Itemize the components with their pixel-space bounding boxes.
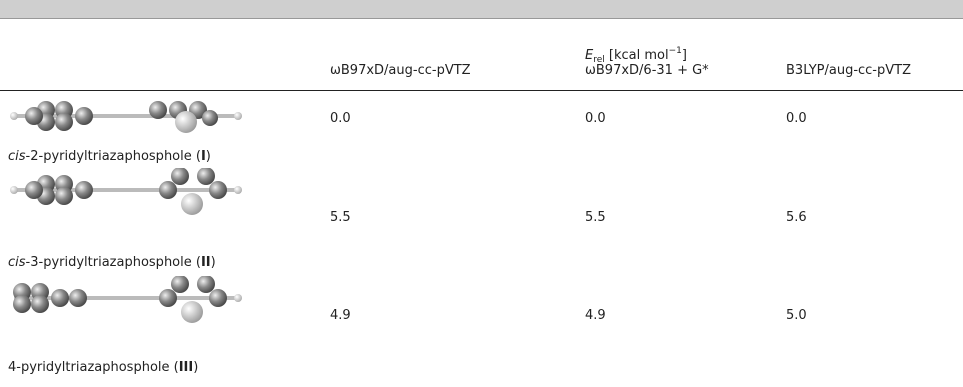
text-segment: [kcal mol	[605, 48, 669, 63]
header-rule	[0, 90, 963, 91]
text-segment: )	[206, 149, 211, 164]
value-cell: 4.9	[330, 308, 351, 323]
text-segment: )	[211, 255, 216, 270]
text-segment: )	[193, 360, 198, 375]
row-label: cis-3-pyridyltriazaphosphole (II)	[8, 255, 216, 270]
text-segment: -2-pyridyltriazaphosphole (	[26, 149, 201, 164]
column-header: ωB97xD/aug-cc-pVTZ	[330, 63, 471, 78]
top-rule	[0, 18, 963, 19]
value-cell: 5.6	[786, 210, 807, 225]
value-cell: 0.0	[330, 111, 351, 126]
value-cell: 5.5	[585, 210, 606, 225]
text-segment: ]	[682, 48, 687, 63]
table-page: Erel [kcal mol−1]ωB97xD/aug-cc-pVTZωB97x…	[0, 0, 963, 387]
value-cell: 0.0	[585, 111, 606, 126]
text-segment: cis	[8, 149, 26, 164]
molecule-image	[8, 276, 248, 324]
text-segment: II	[201, 255, 211, 270]
text-segment: III	[179, 360, 194, 375]
header-bar	[0, 0, 963, 18]
row-label: cis-2-pyridyltriazaphosphole (I)	[8, 149, 211, 164]
column-header: ωB97xD/6-31 + G*	[585, 63, 709, 78]
text-segment: 4-pyridyltriazaphosphole (	[8, 360, 179, 375]
value-cell: 4.9	[585, 308, 606, 323]
text-segment: E	[585, 48, 593, 63]
value-cell: 5.5	[330, 210, 351, 225]
column-header: B3LYP/aug-cc-pVTZ	[786, 63, 911, 78]
text-segment: cis	[8, 255, 26, 270]
text-segment: −1	[669, 46, 682, 56]
text-segment: -3-pyridyltriazaphosphole (	[26, 255, 201, 270]
row-label: 4-pyridyltriazaphosphole (III)	[8, 360, 198, 375]
molecule-image	[8, 168, 248, 216]
value-cell: 5.0	[786, 308, 807, 323]
molecule-image	[8, 96, 248, 136]
value-cell: 0.0	[786, 111, 807, 126]
